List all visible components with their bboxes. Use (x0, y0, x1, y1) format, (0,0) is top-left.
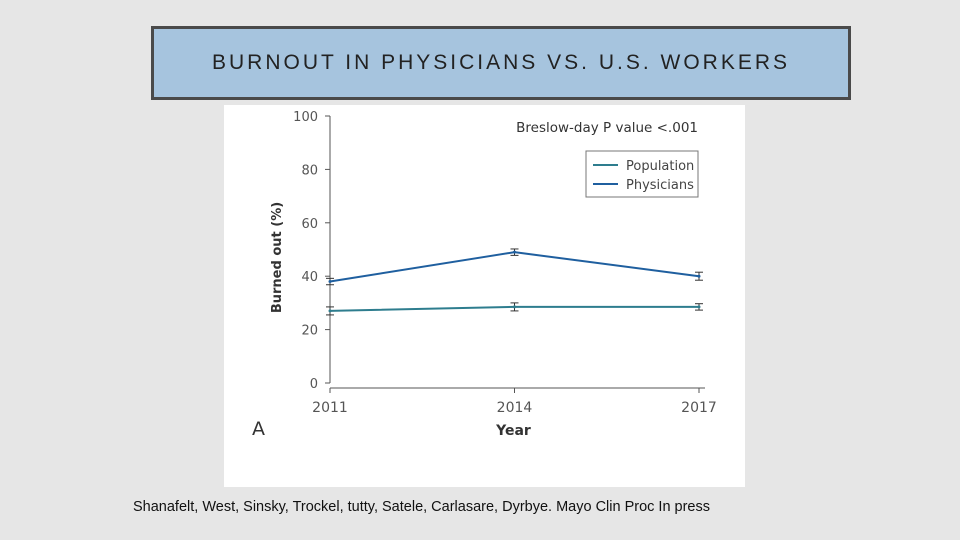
chart-panel: 0 20 40 60 80 100 2011 2014 2017 Burned out (%) Ye… (224, 105, 745, 487)
y-axis-label: Burned out (%) (270, 202, 285, 313)
legend-box (585, 150, 699, 198)
x-tick-label: 2011 (312, 400, 348, 416)
data-point-population (697, 305, 701, 309)
legend-label-population: Population (626, 159, 694, 174)
x-axis-label: Year (495, 423, 531, 439)
slide-title: BURNOUT IN PHYSICIANS VS. U.S. WORKERS (211, 51, 791, 74)
y-tick-label: 40 (301, 270, 318, 285)
data-point-physicians (328, 280, 332, 284)
y-tick-label: 100 (293, 110, 318, 125)
data-point-physicians (513, 250, 516, 254)
data-point-physicians (697, 274, 701, 278)
y-tick-label: 0 (310, 377, 318, 392)
panel-label: A (252, 418, 265, 440)
citation-caption: Shanafelt, West, Sinsky, Trockel, tutty,… (133, 499, 710, 515)
title-banner: BURNOUT IN PHYSICIANS VS. U.S. WORKERS (151, 26, 851, 100)
data-point-population (328, 309, 332, 313)
x-tick-label: 2014 (497, 400, 533, 416)
p-value-annotation: Breslow-day P value <.001 (516, 120, 698, 136)
y-tick-label: 60 (301, 217, 318, 232)
data-point-population (513, 305, 516, 309)
y-tick-label: 20 (301, 324, 318, 339)
y-tick-label: 80 (301, 163, 318, 178)
series-line-physicians (329, 251, 700, 283)
legend-label-physicians: Physicians (626, 178, 694, 193)
x-tick-label: 2017 (681, 400, 717, 416)
line-chart: 0 20 40 60 80 100 2011 2014 2017 Burned out (%) Ye… (252, 110, 717, 440)
